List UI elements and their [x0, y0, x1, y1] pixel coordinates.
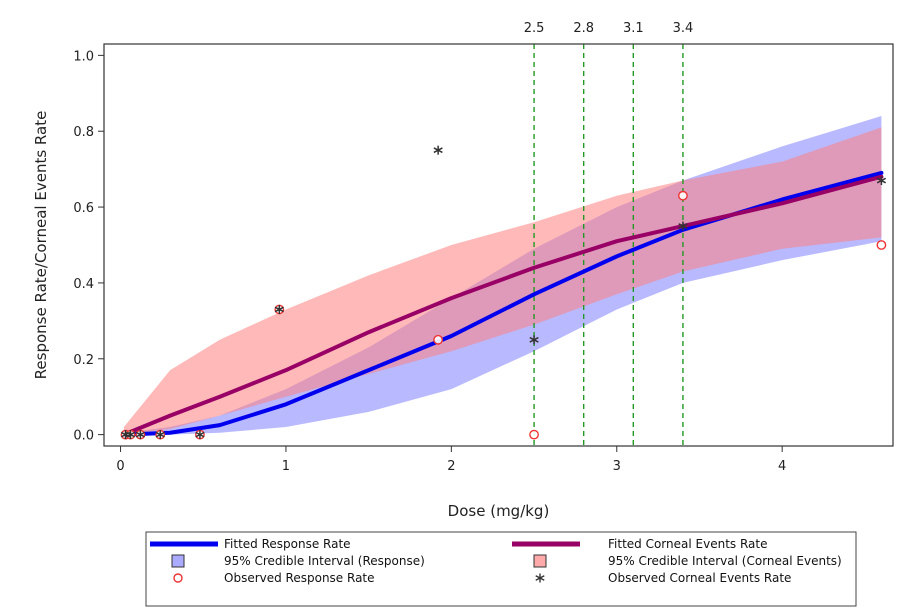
x-tick-label: 2 [447, 459, 455, 474]
reference-lines: 2.5 2.8 3.1 3.4 [524, 21, 694, 446]
observed-response-point [433, 334, 444, 345]
reference-line-label: 3.1 [623, 21, 644, 36]
observed-corneal-point [678, 221, 688, 231]
x-tick-label: 0 [116, 459, 124, 474]
legend-label: Fitted Response Rate [224, 537, 351, 551]
legend-label: 95% Credible Interval (Corneal Events) [608, 554, 842, 568]
x-axis-label: Dose (mg/kg) [448, 502, 550, 520]
x-tick-label: 1 [282, 459, 290, 474]
legend-label: Observed Corneal Events Rate [608, 571, 791, 585]
legend-entry: Fitted Response Rate [150, 537, 351, 551]
legend-entry: Observed Corneal Events Rate [535, 571, 791, 585]
y-tick-label: 0.6 [73, 201, 94, 216]
observed-corneal-point [433, 145, 443, 155]
credible-bands [123, 116, 882, 435]
observed-corneal-point [155, 430, 165, 440]
y-tick-label: 1.0 [73, 49, 94, 64]
y-axis-label: Response Rate/Corneal Events Rate [32, 111, 50, 380]
legend-star-symbol [535, 573, 545, 583]
plot-frame [103, 43, 894, 447]
observed-corneal-point [195, 430, 205, 440]
observed-response-point [678, 190, 688, 201]
x-axis: 0 1 2 3 4 [116, 446, 786, 474]
fitted-corneal-line [121, 174, 884, 437]
y-tick-label: 0.4 [73, 277, 94, 292]
observed-corneal-point [876, 176, 887, 186]
legend-label: Observed Response Rate [224, 571, 375, 585]
legend-entry: Fitted Corneal Events Rate [512, 537, 767, 551]
legend-label: 95% Credible Interval (Response) [224, 554, 425, 568]
fitted-lines [121, 170, 884, 437]
legend: Fitted Response Rate 95% Credible Interva… [145, 531, 857, 607]
observed-points [120, 145, 887, 440]
legend-square-symbol [171, 554, 185, 568]
y-tick-label: 0.2 [73, 353, 94, 368]
y-axis: 0.0 0.2 0.4 0.6 0.8 1.0 [73, 49, 104, 444]
observed-corneal-point [125, 430, 136, 440]
observed-corneal-point [274, 304, 284, 314]
legend-box [145, 531, 857, 607]
legend-label: Fitted Corneal Events Rate [608, 537, 767, 551]
reference-line-label: 2.8 [573, 21, 594, 36]
legend-entry: 95% Credible Interval (Response) [171, 554, 425, 568]
legend-entry: Observed Response Rate [173, 571, 375, 585]
legend-square-symbol [533, 554, 547, 568]
reference-line-label: 3.4 [673, 21, 694, 36]
observed-response-point [876, 240, 887, 250]
observed-corneal-point [135, 430, 146, 440]
observed-response-point [529, 429, 539, 440]
y-tick-label: 0.0 [73, 429, 94, 444]
legend-entry: 95% Credible Interval (Corneal Events) [533, 554, 842, 568]
y-tick-label: 0.8 [73, 125, 94, 140]
x-tick-label: 4 [778, 459, 786, 474]
reference-line-label: 2.5 [524, 21, 545, 36]
legend-circle-symbol [173, 573, 183, 583]
observed-corneal-point [529, 335, 539, 345]
x-tick-label: 3 [613, 459, 621, 474]
